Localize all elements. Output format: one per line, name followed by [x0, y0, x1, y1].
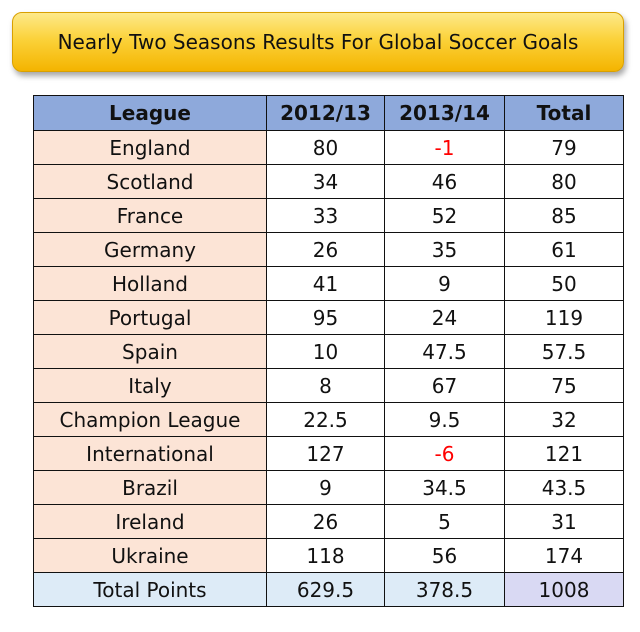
league-cell: Champion League [33, 402, 267, 437]
league-cell: International [33, 436, 267, 471]
league-cell: Italy [33, 368, 267, 403]
value-2013-14: 56 [384, 538, 505, 573]
table-row: Brazil 9 34.5 43.5 [33, 470, 624, 505]
grand-total: 1008 [504, 572, 624, 607]
table-row: Champion League 22.5 9.5 32 [33, 402, 624, 437]
value-2013-14: -6 [384, 436, 505, 471]
table-row: International 127 -6 121 [33, 436, 624, 471]
value-2013-14: 47.5 [384, 334, 505, 369]
value-2013-14: 34.5 [384, 470, 505, 505]
value-total: 174 [504, 538, 624, 573]
league-cell: Brazil [33, 470, 267, 505]
value-2012-13: 80 [266, 130, 385, 165]
value-2012-13: 9 [266, 470, 385, 505]
value-2012-13: 41 [266, 266, 385, 301]
table-row: Spain 10 47.5 57.5 [33, 334, 624, 369]
value-total: 61 [504, 232, 624, 267]
total-points-label: Total Points [33, 572, 267, 607]
value-2012-13: 8 [266, 368, 385, 403]
table-row: Ukraine 118 56 174 [33, 538, 624, 573]
league-cell: Holland [33, 266, 267, 301]
value-total: 31 [504, 504, 624, 539]
results-table: League 2012/13 2013/14 Total England 80 -1… [33, 95, 624, 607]
table-row: Ireland 26 5 31 [33, 504, 624, 539]
value-total: 79 [504, 130, 624, 165]
value-2013-14: 35 [384, 232, 505, 267]
league-cell: Scotland [33, 164, 267, 199]
value-2012-13: 10 [266, 334, 385, 369]
league-cell: England [33, 130, 267, 165]
value-2013-14: 46 [384, 164, 505, 199]
value-2013-14: 52 [384, 198, 505, 233]
league-cell: Ireland [33, 504, 267, 539]
table-row: Portugal 95 24 119 [33, 300, 624, 335]
value-2012-13: 26 [266, 504, 385, 539]
table-row: France 33 52 85 [33, 198, 624, 233]
column-header-total: Total [504, 95, 624, 131]
value-total: 57.5 [504, 334, 624, 369]
value-2012-13: 26 [266, 232, 385, 267]
value-total: 85 [504, 198, 624, 233]
title-banner: Nearly Two Seasons Results For Global So… [12, 12, 624, 72]
value-total: 32 [504, 402, 624, 437]
value-total: 50 [504, 266, 624, 301]
value-2013-14: 67 [384, 368, 505, 403]
value-2013-14: 9 [384, 266, 505, 301]
total-points-row: Total Points 629.5 378.5 1008 [33, 572, 624, 607]
league-cell: Ukraine [33, 538, 267, 573]
value-2012-13: 95 [266, 300, 385, 335]
value-total: 75 [504, 368, 624, 403]
table-row: Scotland 34 46 80 [33, 164, 624, 199]
total-points-2012-13: 629.5 [266, 572, 385, 607]
value-2012-13: 127 [266, 436, 385, 471]
table-row: England 80 -1 79 [33, 130, 624, 165]
table-body: England 80 -1 79 Scotland 34 46 80 France 33 52 85 G… [33, 130, 624, 573]
page-title: Nearly Two Seasons Results For Global So… [57, 30, 579, 54]
value-2012-13: 118 [266, 538, 385, 573]
value-total: 121 [504, 436, 624, 471]
total-points-2013-14: 378.5 [384, 572, 505, 607]
league-cell: Spain [33, 334, 267, 369]
value-2013-14: -1 [384, 130, 505, 165]
value-2013-14: 24 [384, 300, 505, 335]
league-cell: Germany [33, 232, 267, 267]
column-header-league: League [33, 95, 267, 131]
table-row: Holland 41 9 50 [33, 266, 624, 301]
value-total: 119 [504, 300, 624, 335]
value-2012-13: 22.5 [266, 402, 385, 437]
header-row: League 2012/13 2013/14 Total [33, 95, 624, 131]
league-cell: Portugal [33, 300, 267, 335]
league-cell: France [33, 198, 267, 233]
column-header-2012-13: 2012/13 [266, 95, 385, 131]
column-header-2013-14: 2013/14 [384, 95, 505, 131]
value-2012-13: 33 [266, 198, 385, 233]
value-2013-14: 9.5 [384, 402, 505, 437]
value-2013-14: 5 [384, 504, 505, 539]
value-total: 43.5 [504, 470, 624, 505]
value-total: 80 [504, 164, 624, 199]
value-2012-13: 34 [266, 164, 385, 199]
table-row: Germany 26 35 61 [33, 232, 624, 267]
table-row: Italy 8 67 75 [33, 368, 624, 403]
